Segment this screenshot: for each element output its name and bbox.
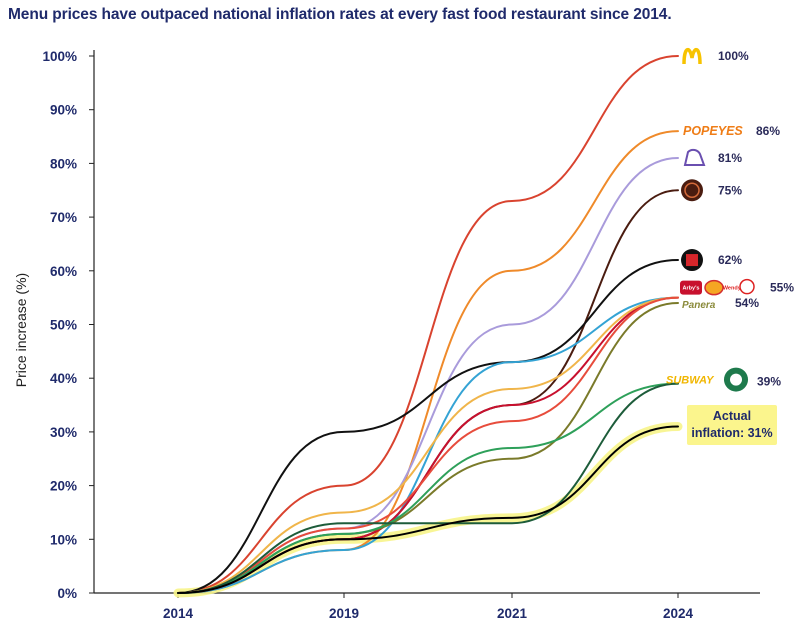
wendys-logo-text: Wendy's bbox=[723, 286, 745, 292]
end-label-chipotle: 75% bbox=[718, 183, 742, 197]
end-label-panera: 54% bbox=[735, 296, 759, 310]
series-line-jack-in-the-box bbox=[177, 259, 679, 594]
popeyes-logo: POPEYES bbox=[683, 124, 743, 138]
y-tick-label: 60% bbox=[50, 264, 77, 279]
series-line-actual-inflation bbox=[177, 425, 679, 594]
x-tick-label: 2019 bbox=[329, 606, 359, 621]
chipotle-logo-ring bbox=[684, 182, 700, 198]
x-tick-label: 2021 bbox=[497, 606, 528, 621]
y-tick-label: 90% bbox=[50, 103, 77, 118]
y-tick-label: 100% bbox=[42, 49, 77, 64]
inflation-annotation-line1: Actual bbox=[712, 409, 752, 423]
series-lines bbox=[177, 55, 679, 594]
arbys-logo-icon bbox=[680, 280, 702, 295]
end-label-taco-bell: 81% bbox=[718, 151, 742, 165]
end-label-55-group: 55% bbox=[770, 281, 794, 295]
mcdonalds-logo-icon bbox=[682, 48, 702, 65]
y-tick-label: 40% bbox=[50, 371, 77, 386]
y-tick-label: 50% bbox=[50, 318, 77, 333]
arbys-logo-text: Arby's bbox=[683, 286, 700, 292]
series-line-mcdonald-s bbox=[177, 55, 679, 594]
end-label-subway-starbucks: 39% bbox=[757, 375, 781, 389]
inflation-annotation: Actual inflation: 31% bbox=[687, 405, 777, 445]
end-labels: 100% 86% 81% 75% 62% 55% 54% 39% bbox=[718, 49, 794, 389]
end-label-mcdonalds: 100% bbox=[718, 49, 749, 63]
subway-logo: SUBWAY bbox=[666, 375, 715, 387]
series-line-wendy-s bbox=[177, 296, 679, 594]
brand-logos: POPEYES Arby's Wendy's Panera SUBWAY bbox=[666, 48, 755, 392]
y-tick-label: 0% bbox=[57, 586, 77, 601]
x-tick-label: 2014 bbox=[163, 606, 194, 621]
series-line-sonic bbox=[177, 296, 679, 594]
y-tick-label: 70% bbox=[50, 210, 77, 225]
jack-in-the-box-logo-box bbox=[686, 254, 698, 267]
y-tick-label: 30% bbox=[50, 425, 77, 440]
series-line-burger-king bbox=[177, 296, 679, 594]
y-tick-label: 20% bbox=[50, 479, 77, 494]
end-label-popeyes: 86% bbox=[756, 124, 780, 138]
wendys-logo-icon bbox=[739, 278, 755, 295]
series-line-subway bbox=[177, 382, 679, 594]
series-line-starbucks bbox=[177, 382, 679, 594]
panera-logo: Panera bbox=[682, 300, 716, 311]
chipotle-logo-icon bbox=[681, 179, 703, 202]
starbucks-logo-center bbox=[730, 373, 742, 386]
x-tick-label: 2024 bbox=[663, 606, 694, 621]
inflation-annotation-line2: inflation: 31% bbox=[691, 426, 773, 440]
taco-bell-logo-icon bbox=[683, 148, 706, 167]
burger-king-logo-icon bbox=[704, 279, 724, 296]
end-label-jack-in-the-box: 62% bbox=[718, 253, 742, 267]
y-axis-label: Price increase (%) bbox=[13, 273, 29, 387]
y-tick-label: 80% bbox=[50, 156, 77, 171]
y-tick-label: 10% bbox=[50, 532, 77, 547]
chart-title: Menu prices have outpaced national infla… bbox=[8, 6, 672, 23]
axes: 0% 10% 20% 30% 40% 50% 60% 70% 80% 90% 100% 2014 201… bbox=[42, 49, 760, 621]
